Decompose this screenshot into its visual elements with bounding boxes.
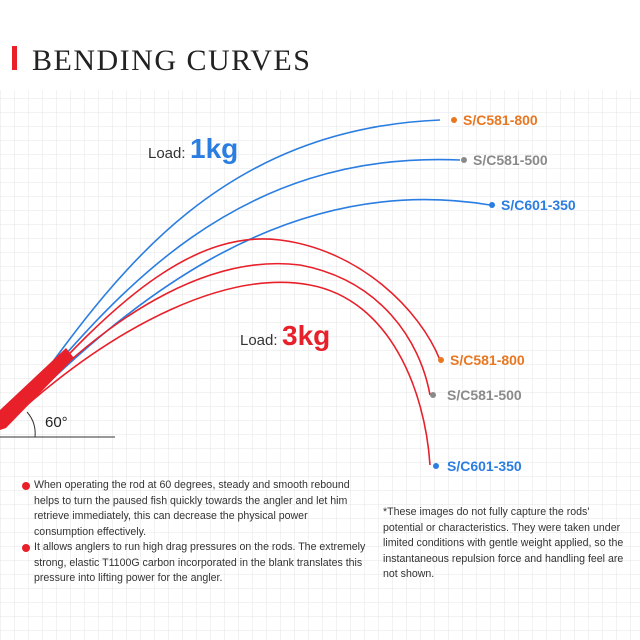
load: 1kg bbox=[190, 133, 238, 164]
title: BENDING CURVES bbox=[32, 44, 311, 77]
load-label: Load: bbox=[240, 332, 278, 349]
curve-label: S/C581-500 bbox=[473, 152, 548, 168]
dot bbox=[430, 392, 436, 398]
load-label: Load: bbox=[148, 145, 186, 162]
note: *These images do not fully capture the r… bbox=[383, 506, 624, 580]
curve-label: S/C581-800 bbox=[463, 112, 538, 128]
bullets: When operating the rod at 60 degrees, st… bbox=[22, 478, 367, 587]
angle: 60° bbox=[45, 414, 68, 431]
curve-label: S/C581-800 bbox=[450, 352, 525, 368]
curve-label: S/C601-350 bbox=[501, 197, 576, 213]
dot bbox=[461, 157, 467, 163]
curve-label: S/C581-500 bbox=[447, 387, 522, 403]
dot bbox=[433, 463, 439, 469]
curve-label: S/C601-350 bbox=[447, 458, 522, 474]
title-bar bbox=[12, 46, 17, 70]
angle-arc bbox=[26, 411, 36, 438]
grid bbox=[0, 90, 640, 640]
dot bbox=[451, 117, 457, 123]
load: 3kg bbox=[282, 320, 330, 351]
rod bbox=[0, 348, 74, 430]
red-curves bbox=[9, 238, 441, 466]
dot bbox=[489, 202, 495, 208]
bullet: It allows anglers to run high drag press… bbox=[22, 540, 367, 587]
dot bbox=[438, 357, 444, 363]
bullet: When operating the rod at 60 degrees, st… bbox=[22, 478, 367, 540]
